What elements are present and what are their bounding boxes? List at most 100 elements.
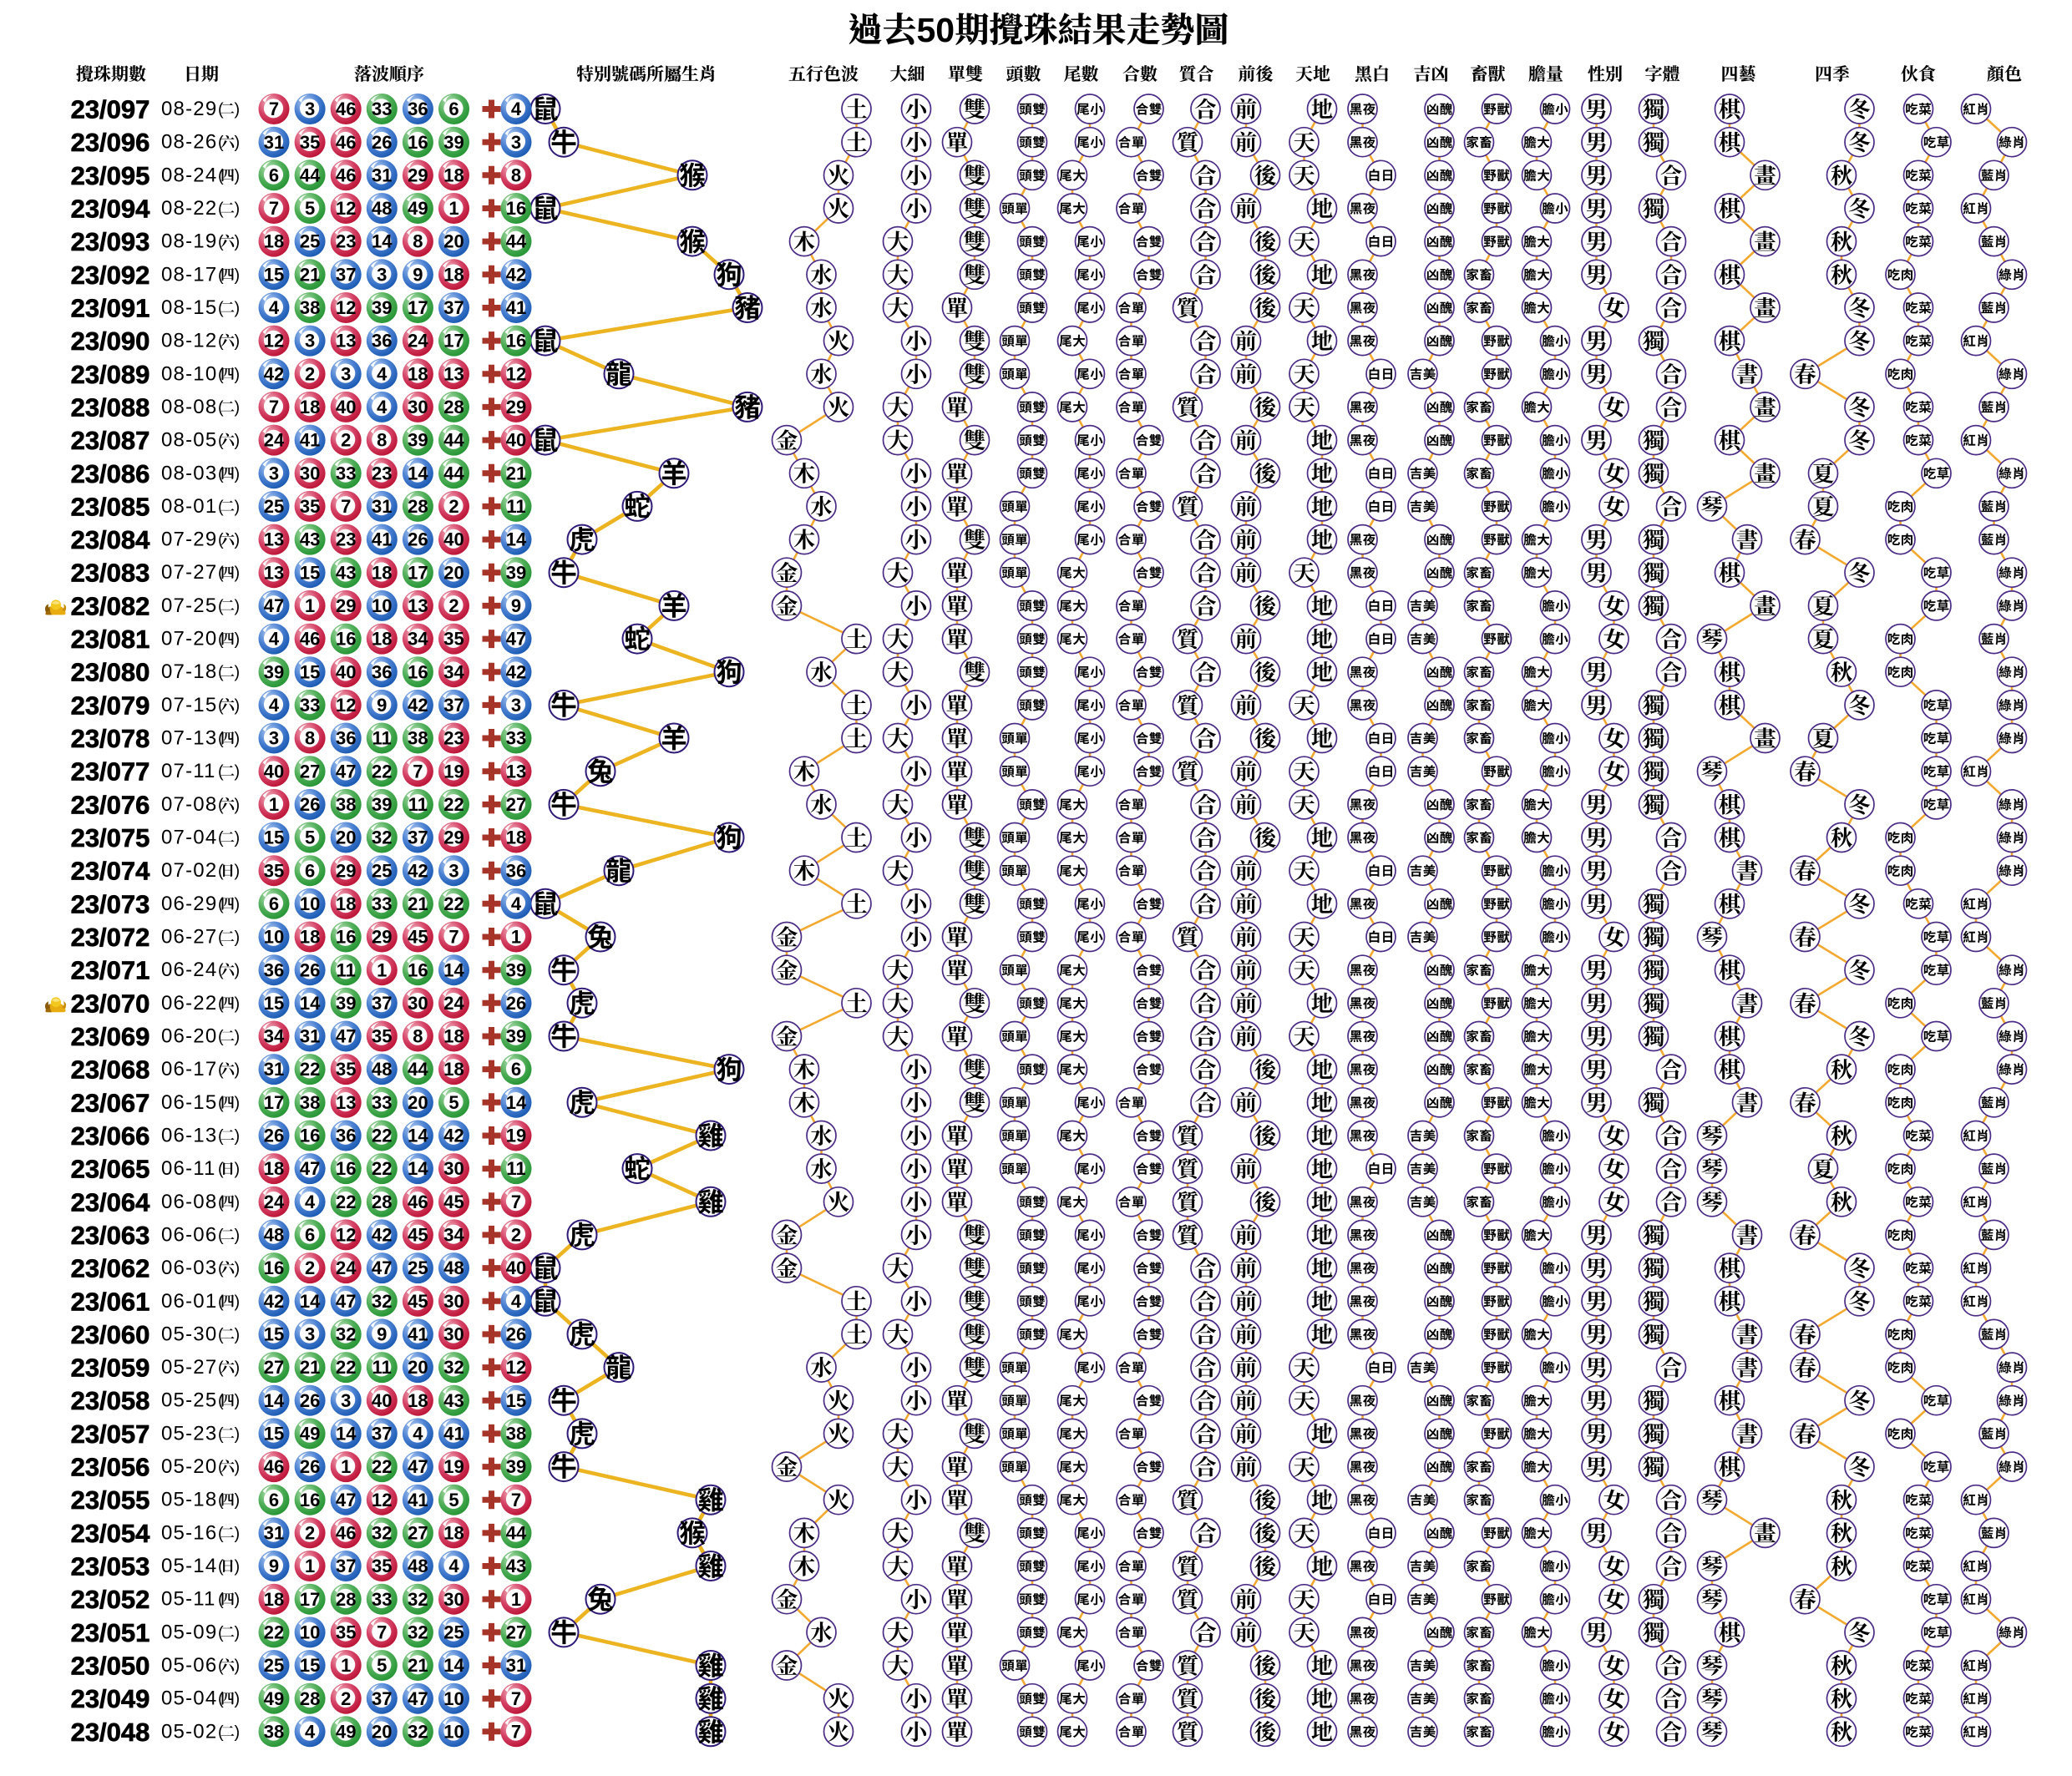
svg-text:15: 15 — [264, 1324, 284, 1345]
svg-text:06-20: 06-20 — [161, 1025, 217, 1048]
svg-text:26: 26 — [506, 1324, 526, 1345]
svg-text:39: 39 — [506, 1026, 526, 1047]
svg-text:27: 27 — [506, 1622, 526, 1643]
svg-text:18: 18 — [300, 927, 320, 948]
svg-text:23/072: 23/072 — [71, 923, 150, 952]
svg-text:29: 29 — [372, 927, 392, 948]
svg-text:(: ( — [218, 366, 224, 384]
svg-text:23/097: 23/097 — [71, 95, 150, 124]
svg-text:07-27: 07-27 — [161, 561, 217, 584]
svg-text:23/067: 23/067 — [71, 1088, 150, 1117]
svg-text:4: 4 — [511, 99, 522, 119]
svg-text:5: 5 — [305, 827, 315, 848]
svg-text:9: 9 — [413, 264, 423, 285]
svg-text:23/059: 23/059 — [71, 1354, 150, 1383]
svg-text:22: 22 — [372, 761, 392, 782]
svg-text:4: 4 — [377, 363, 388, 384]
svg-text:23/062: 23/062 — [71, 1254, 150, 1283]
svg-text:14: 14 — [443, 1655, 464, 1676]
svg-text:10: 10 — [443, 1688, 464, 1709]
svg-text:7: 7 — [377, 1622, 387, 1643]
svg-text:11: 11 — [506, 1158, 525, 1179]
svg-text:(: ( — [218, 1690, 224, 1708]
svg-text:05-23: 05-23 — [161, 1422, 217, 1445]
svg-text:23/079: 23/079 — [71, 691, 150, 720]
svg-text:23/052: 23/052 — [71, 1585, 150, 1614]
svg-text:12: 12 — [336, 198, 356, 219]
svg-text:21: 21 — [408, 1655, 428, 1676]
svg-text:23/075: 23/075 — [71, 823, 150, 853]
svg-text:1: 1 — [341, 1655, 351, 1676]
svg-text:19: 19 — [443, 1456, 464, 1477]
svg-text:49: 49 — [300, 1424, 320, 1445]
svg-text:44: 44 — [506, 231, 527, 252]
svg-text:08-10: 08-10 — [161, 362, 217, 385]
svg-text:2: 2 — [448, 595, 458, 616]
svg-text:44: 44 — [408, 1059, 428, 1080]
svg-text:30: 30 — [443, 1324, 464, 1345]
svg-text:5: 5 — [305, 198, 315, 219]
svg-text:31: 31 — [264, 1059, 284, 1080]
svg-text:35: 35 — [300, 132, 320, 153]
svg-text:08-17: 08-17 — [161, 263, 217, 286]
svg-text:14: 14 — [408, 1126, 428, 1146]
svg-text:37: 37 — [372, 1688, 392, 1709]
svg-text:38: 38 — [300, 297, 320, 318]
svg-text:41: 41 — [408, 1324, 428, 1345]
svg-text:46: 46 — [336, 99, 356, 119]
svg-text:(: ( — [218, 1127, 224, 1146]
svg-text:(: ( — [218, 1227, 224, 1245]
svg-text:06-13: 06-13 — [161, 1125, 217, 1147]
svg-text:11: 11 — [506, 496, 525, 517]
svg-text:44: 44 — [443, 430, 464, 451]
svg-text:16: 16 — [300, 1490, 320, 1510]
svg-text:14: 14 — [300, 1291, 321, 1312]
svg-text:12: 12 — [336, 1225, 356, 1246]
svg-text:45: 45 — [408, 927, 428, 948]
svg-text:36: 36 — [506, 860, 526, 881]
svg-text:): ) — [235, 564, 241, 583]
svg-text:): ) — [235, 1558, 241, 1576]
svg-text:18: 18 — [443, 264, 464, 285]
svg-text:23/051: 23/051 — [71, 1618, 150, 1647]
svg-text:47: 47 — [336, 1490, 356, 1510]
svg-text:7: 7 — [511, 1721, 521, 1742]
svg-text:(: ( — [218, 1326, 224, 1344]
svg-text:9: 9 — [377, 695, 387, 716]
svg-text:1: 1 — [377, 959, 387, 980]
svg-text:06-22: 06-22 — [161, 992, 217, 1014]
svg-text:(: ( — [218, 1491, 224, 1510]
svg-text:16: 16 — [408, 661, 428, 682]
svg-text:40: 40 — [372, 1390, 392, 1411]
svg-text:4: 4 — [377, 397, 388, 417]
svg-text:49: 49 — [264, 1688, 284, 1709]
svg-text:23/089: 23/089 — [71, 360, 150, 389]
svg-text:07-13: 07-13 — [161, 727, 217, 750]
svg-text:): ) — [235, 664, 241, 682]
svg-text:11: 11 — [337, 959, 356, 980]
svg-text:23/074: 23/074 — [71, 857, 151, 886]
svg-text:39: 39 — [506, 959, 526, 980]
svg-text:15: 15 — [264, 1424, 284, 1445]
svg-text:31: 31 — [300, 1026, 320, 1047]
svg-text:16: 16 — [336, 927, 356, 948]
svg-text:): ) — [235, 1127, 241, 1146]
svg-text:48: 48 — [372, 1059, 392, 1080]
svg-text:(: ( — [218, 1657, 224, 1676]
svg-text:(: ( — [218, 1161, 224, 1179]
svg-text:14: 14 — [408, 463, 428, 483]
svg-text:31: 31 — [264, 132, 284, 153]
svg-text:46: 46 — [336, 164, 356, 185]
svg-text:23/069: 23/069 — [71, 1022, 150, 1051]
svg-text:16: 16 — [408, 959, 428, 980]
svg-text:28: 28 — [336, 1589, 356, 1610]
svg-text:45: 45 — [408, 1225, 428, 1246]
svg-text:(: ( — [218, 332, 224, 351]
svg-text:18: 18 — [443, 164, 464, 185]
svg-text:13: 13 — [336, 331, 356, 352]
svg-text:49: 49 — [408, 198, 428, 219]
svg-text:39: 39 — [443, 132, 464, 153]
svg-text:23/090: 23/090 — [71, 326, 150, 356]
svg-text:36: 36 — [408, 99, 428, 119]
svg-text:33: 33 — [372, 99, 392, 119]
